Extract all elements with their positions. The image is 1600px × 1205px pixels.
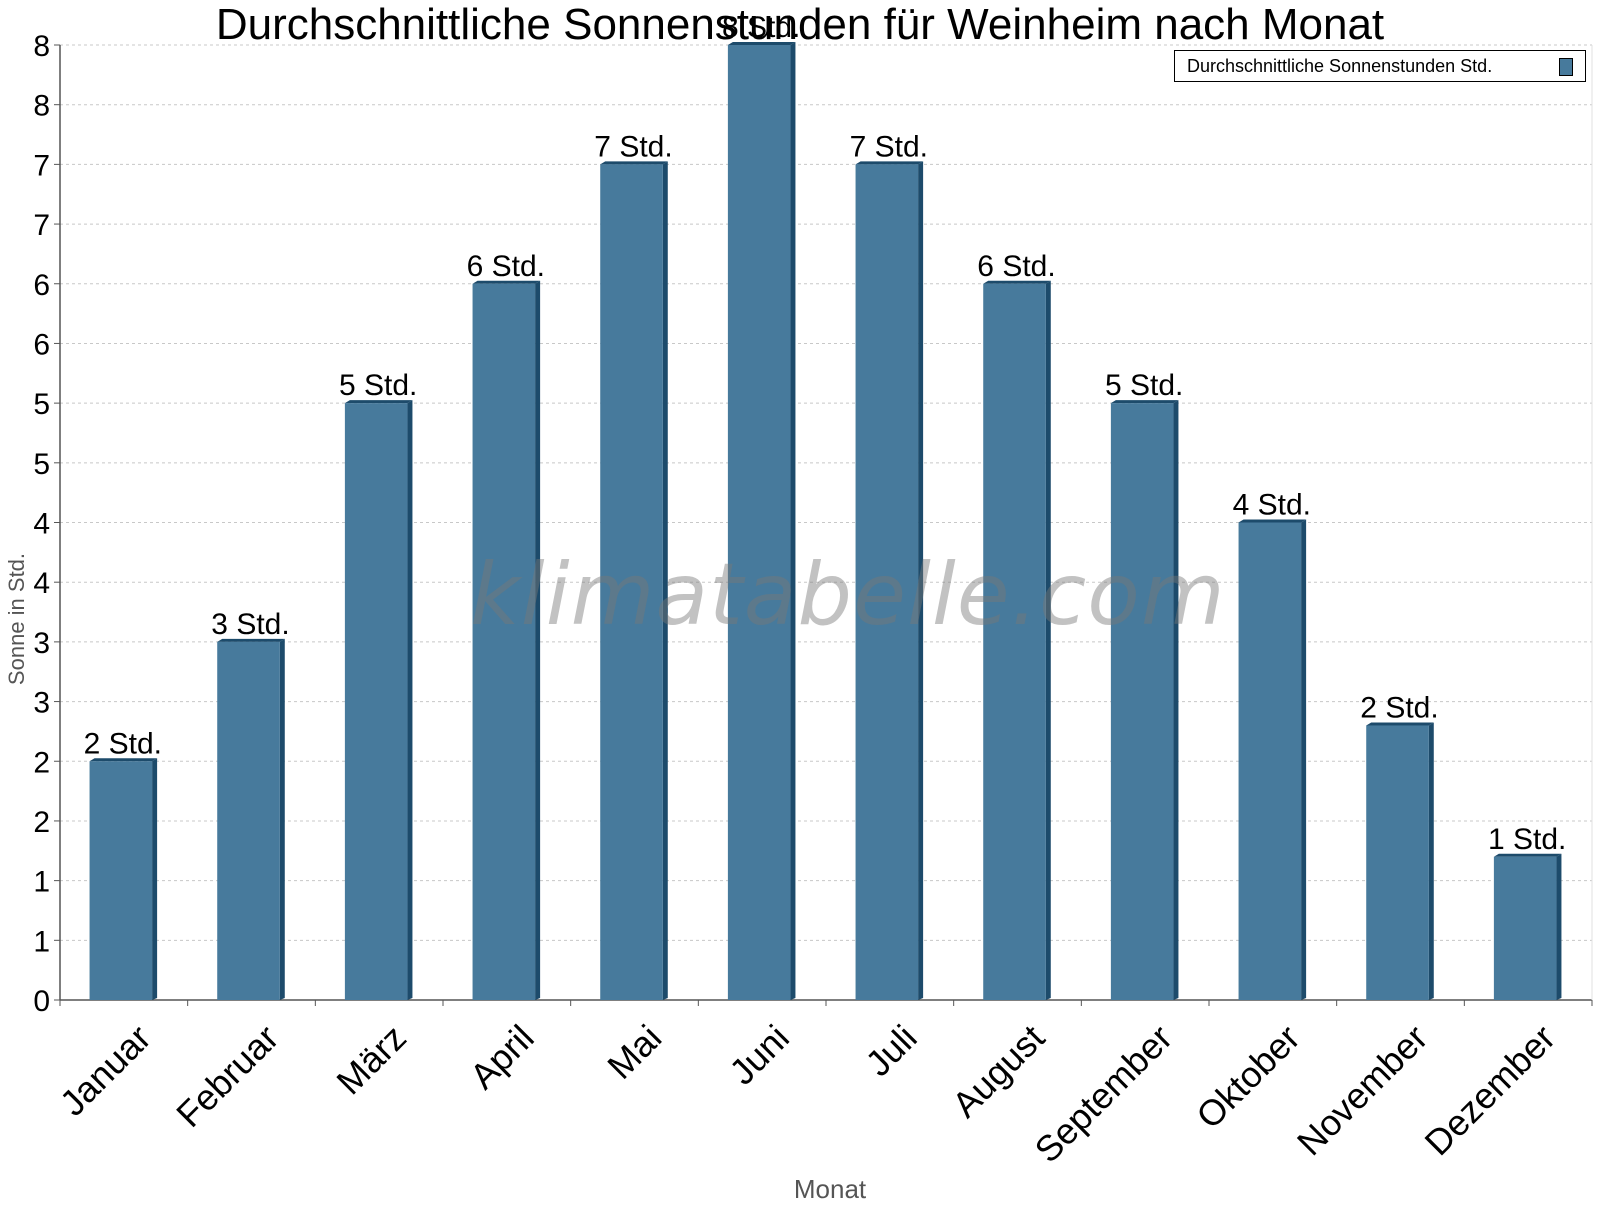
bar-side	[1173, 400, 1179, 1000]
bar-top	[983, 280, 1051, 284]
bar	[727, 45, 791, 1000]
y-tick-label: 3	[33, 687, 50, 720]
y-tick-label: 6	[33, 269, 50, 302]
data-label: 1 Std.	[1488, 823, 1566, 856]
data-label: 6 Std.	[467, 250, 545, 283]
bar-top	[217, 638, 285, 642]
bar	[1366, 725, 1429, 1000]
x-axis-label: Monat	[793, 1174, 867, 1204]
legend-label: Durchschnittliche Sonnenstunden Std.	[1187, 55, 1493, 76]
x-tick-label: Januar	[52, 1017, 159, 1124]
bar	[1493, 856, 1557, 1000]
bar-side	[662, 161, 668, 1000]
legend: Durchschnittliche Sonnenstunden Std.	[1174, 50, 1586, 82]
bar-side	[1301, 519, 1307, 1000]
bars	[89, 42, 1562, 1000]
data-label: 7 Std.	[594, 130, 672, 163]
y-tick-label: 2	[33, 806, 50, 839]
y-tick-label: 6	[33, 328, 50, 361]
bar	[472, 283, 536, 1000]
bar-top	[855, 161, 924, 165]
y-tick-label: 8	[33, 90, 50, 123]
data-label: 5 Std.	[339, 369, 417, 402]
bar-side	[918, 161, 924, 1000]
bar-side	[152, 758, 158, 1000]
x-tick-label: November	[1289, 1017, 1435, 1163]
bar	[855, 164, 919, 1000]
data-label: 4 Std.	[1233, 489, 1311, 522]
y-tick-label: 1	[33, 925, 50, 958]
data-label: 2 Std.	[84, 727, 162, 760]
bar-top	[1493, 853, 1562, 857]
bar	[983, 283, 1046, 1000]
data-label: 8 Std.	[722, 11, 800, 44]
bar-side	[1556, 853, 1562, 1000]
y-tick-label: 1	[33, 866, 50, 899]
x-tick-label: April	[462, 1017, 542, 1097]
bar-side	[535, 280, 541, 1000]
x-tick-label: August	[944, 1017, 1052, 1125]
y-axis-label-wrap: Sonne in Std.	[2, 520, 32, 720]
bar	[217, 641, 280, 1000]
bar-top	[472, 280, 541, 284]
data-label: 7 Std.	[850, 130, 928, 163]
y-axis-label: Sonne in Std.	[4, 552, 29, 686]
bar-side	[790, 42, 796, 1000]
x-tick-label: Mai	[599, 1017, 669, 1087]
bar-top	[344, 400, 413, 404]
bar-top	[727, 42, 796, 45]
x-tick-label: Februar	[168, 1017, 286, 1135]
bar-top	[1110, 400, 1179, 404]
x-tick-label: Dezember	[1417, 1017, 1563, 1163]
bar-side	[1428, 722, 1434, 1000]
y-tick-label: 7	[33, 209, 50, 242]
bar-side	[407, 400, 413, 1000]
y-tick-label: 4	[33, 508, 50, 541]
y-tick-label: 3	[33, 627, 50, 660]
y-tick-label: 5	[33, 448, 50, 481]
x-tick-label: März	[328, 1017, 414, 1103]
data-labels: 2 Std. 3 Std. 5 Std. 6 Std. 7 Std. 8 Std. 7 St…	[84, 11, 1567, 856]
bar-side	[1045, 280, 1051, 1000]
x-tick-label: Juli	[857, 1017, 924, 1084]
axes	[54, 44, 1593, 1006]
data-label: 2 Std.	[1360, 691, 1438, 724]
y-tick-label: 7	[33, 149, 50, 182]
y-tick-label: 0	[33, 985, 50, 1018]
bar-top	[600, 161, 668, 165]
bar	[344, 403, 408, 1000]
x-tick-label: Oktober	[1188, 1017, 1308, 1137]
y-tick-label: 5	[33, 388, 50, 421]
data-label: 3 Std.	[211, 608, 289, 641]
y-tick-label: 8	[33, 30, 50, 63]
bar	[600, 164, 663, 1000]
bar-top	[89, 758, 158, 762]
bar-top	[1366, 722, 1434, 726]
chart-title: Durchschnittliche Sonnenstunden für Wein…	[215, 0, 1385, 49]
x-tick-labels: Januar Februar März April Mai Juni Juli AugustS…	[52, 1017, 1563, 1171]
data-label: 6 Std.	[977, 250, 1055, 283]
bar-top	[1238, 519, 1307, 523]
x-tick-label: Juni	[721, 1017, 797, 1093]
y-tick-label: 2	[33, 746, 50, 779]
y-tick-label: 4	[33, 567, 50, 600]
grid-lines	[60, 44, 1592, 941]
bar	[1110, 403, 1174, 1000]
bar-side	[279, 638, 285, 1000]
legend-swatch	[1559, 58, 1573, 76]
data-label: 5 Std.	[1105, 369, 1183, 402]
watermark: klimatabelle.com	[470, 545, 1226, 645]
bar	[1238, 522, 1302, 1000]
y-tick-labels: 0 1 1 2 2 3 3 4 4 5 5 6 6 7 7 8 8	[33, 30, 50, 1018]
bar	[89, 761, 153, 1000]
x-tick-label: September	[1026, 1017, 1180, 1171]
